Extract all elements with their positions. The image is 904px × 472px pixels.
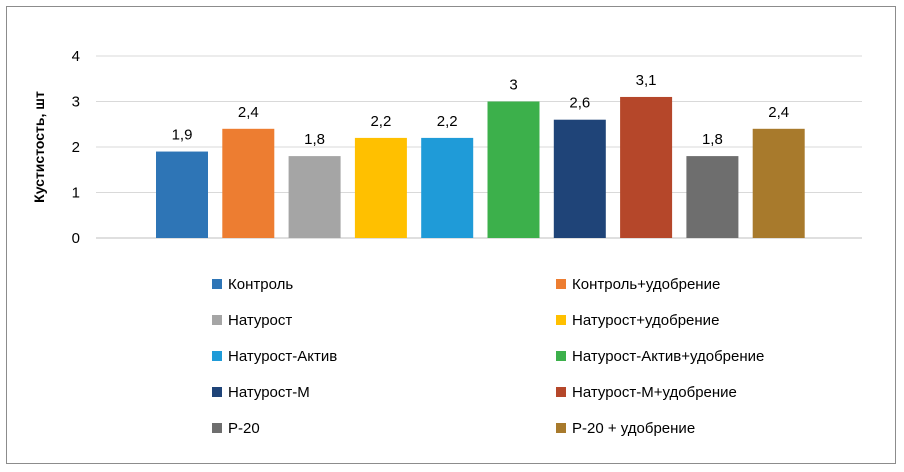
- legend-label: Натурост-Актив+удобрение: [572, 348, 764, 365]
- data-label: 1,9: [172, 127, 193, 144]
- bar: [487, 101, 540, 238]
- data-label: 2,4: [238, 104, 259, 121]
- data-label: 3,1: [636, 72, 657, 89]
- legend-swatch: [556, 387, 566, 397]
- legend-swatch: [212, 279, 222, 289]
- legend-swatch: [556, 279, 566, 289]
- legend-swatch: [212, 387, 222, 397]
- bar: [156, 151, 208, 238]
- legend-swatch: [556, 423, 566, 433]
- legend-label: Натурост-М+удобрение: [572, 384, 737, 401]
- bar: [354, 137, 407, 238]
- legend: Контроль Контроль+удобрение Натурост Натуро…: [212, 276, 764, 437]
- legend-label: Контроль: [228, 276, 293, 293]
- data-label: 2,6: [569, 95, 590, 112]
- data-label: 2,2: [370, 113, 391, 130]
- legend-label: Натурост: [228, 312, 292, 329]
- y-tick-label: 1: [72, 185, 80, 202]
- bar: [686, 156, 739, 238]
- y-tick-label: 4: [72, 48, 80, 65]
- data-label: 2,2: [437, 113, 458, 130]
- data-label: 2,4: [768, 104, 789, 121]
- y-tick-label: 0: [72, 230, 80, 247]
- data-label: 1,8: [702, 131, 723, 148]
- y-axis-ticks: 0 1 2 3 4: [72, 48, 80, 247]
- bar: [421, 137, 474, 238]
- legend-swatch: [556, 351, 566, 361]
- bar: [620, 96, 673, 238]
- legend-label: Контроль+удобрение: [572, 276, 720, 293]
- bar: [288, 156, 341, 238]
- bar: [553, 119, 606, 238]
- legend-swatch: [212, 315, 222, 325]
- bar: [752, 128, 805, 238]
- y-tick-label: 3: [72, 94, 80, 111]
- gridlines: [96, 55, 862, 239]
- y-axis-label: Кустистость, шт: [31, 91, 47, 203]
- bar: [222, 128, 275, 238]
- legend-swatch: [212, 351, 222, 361]
- y-tick-label: 2: [72, 139, 80, 156]
- legend-label: Натурост+удобрение: [572, 312, 719, 329]
- legend-label: Р-20: [228, 420, 260, 437]
- legend-swatch: [556, 315, 566, 325]
- legend-swatch: [212, 423, 222, 433]
- legend-label: Натурост-М: [228, 384, 310, 401]
- bars: [156, 96, 805, 238]
- data-labels: 1,9 2,4 1,8 2,2 2,2 3 2,6 3,1 1,8 2,4: [172, 72, 790, 148]
- data-label: 3: [509, 77, 517, 94]
- data-label: 1,8: [304, 131, 325, 148]
- legend-label: Р-20 + удобрение: [572, 420, 695, 437]
- legend-label: Натурост-Актив: [228, 348, 337, 365]
